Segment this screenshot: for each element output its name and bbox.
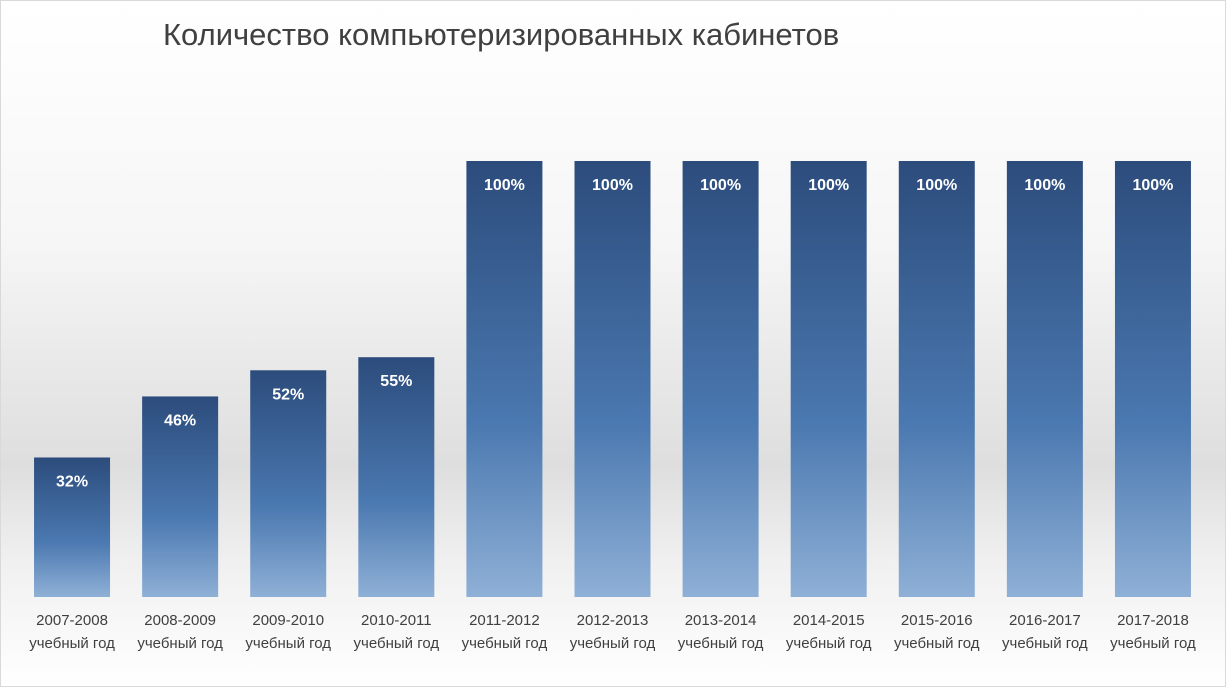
x-tick-label-1: 2008-2009 учебный год — [137, 612, 223, 652]
x-tick-label-4: 2011-2012 учебный год — [462, 612, 548, 652]
data-label-0: 32% — [56, 473, 88, 490]
x-tick-label-3: 2010-2011 учебный год — [354, 612, 440, 652]
data-label-1: 46% — [164, 412, 196, 429]
bar-10 — [1114, 161, 1191, 597]
data-label-10: 100% — [1132, 177, 1173, 194]
data-label-9: 100% — [1024, 177, 1065, 194]
bar-0 — [34, 457, 111, 597]
x-tick-label-8: 2015-2016 учебный год — [894, 612, 980, 652]
data-label-6: 100% — [700, 177, 741, 194]
bar-9 — [1006, 161, 1083, 597]
data-label-2: 52% — [272, 386, 304, 403]
data-label-5: 100% — [592, 177, 633, 194]
bar-2 — [250, 370, 327, 597]
x-tick-label-0: 2007-2008 учебный год — [29, 612, 115, 652]
chart-title: Количество компьютеризированных кабинето… — [163, 17, 840, 52]
data-label-8: 100% — [916, 177, 957, 194]
data-label-3: 55% — [380, 373, 412, 390]
x-tick-label-5: 2012-2013 учебный год — [570, 612, 656, 652]
x-tick-label-2: 2009-2010 учебный год — [245, 612, 331, 652]
bar-4 — [466, 161, 543, 597]
bar-3 — [358, 357, 435, 597]
data-label-4: 100% — [484, 177, 525, 194]
bar-8 — [898, 161, 975, 597]
x-tick-label-7: 2014-2015 учебный год — [786, 612, 872, 652]
bar-1 — [142, 396, 219, 597]
x-tick-label-10: 2017-2018 учебный год — [1110, 612, 1196, 652]
x-tick-label-6: 2013-2014 учебный год — [678, 612, 764, 652]
bar-7 — [790, 161, 867, 597]
x-tick-label-9: 2016-2017 учебный год — [1002, 612, 1088, 652]
bar-5 — [574, 161, 651, 597]
bar-6 — [682, 161, 759, 597]
data-label-7: 100% — [808, 177, 849, 194]
